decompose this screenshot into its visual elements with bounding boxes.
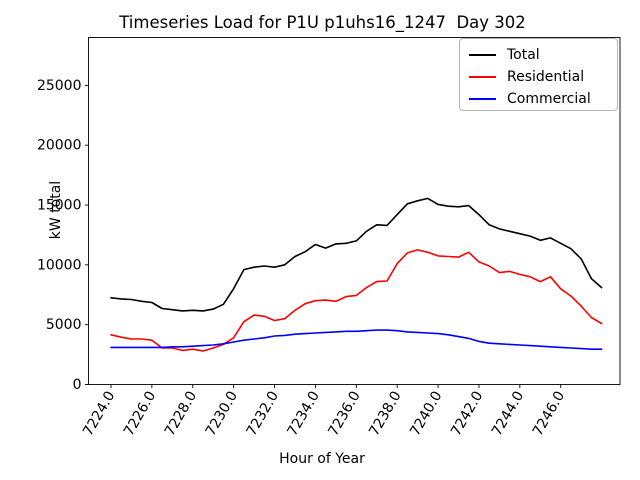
x-tick-label: 7230.0	[203, 389, 241, 439]
x-tick-label: 7224.0	[80, 389, 118, 439]
legend-label-total: Total	[507, 47, 540, 63]
x-tick-label: 7246.0	[530, 389, 568, 439]
y-tick-label: 25000	[37, 78, 82, 94]
axes-frame	[88, 37, 621, 385]
y-tick-label: 15000	[37, 198, 82, 214]
chart-title: Timeseries Load for P1U p1uhs16_1247 Day…	[119, 13, 526, 32]
x-tick-label: 7242.0	[448, 389, 486, 439]
legend-line-sample-total	[469, 53, 496, 57]
y-tick-label: 0	[73, 377, 82, 393]
legend-line-sample-commercial	[469, 97, 496, 101]
legend-entry-residential: Residential	[460, 66, 617, 88]
legend-label-commercial: Commercial	[507, 91, 591, 107]
x-tick-label: 7240.0	[407, 389, 445, 439]
y-tick-label: 5000	[46, 317, 82, 333]
x-tick-label: 7228.0	[162, 389, 200, 439]
series-line-residential	[110, 249, 603, 352]
legend-entry-total: Total	[460, 44, 617, 66]
y-tick-label: 10000	[37, 257, 82, 273]
series-line-total	[110, 197, 603, 312]
legend-label-residential: Residential	[507, 69, 585, 85]
x-axis-label: Hour of Year	[279, 451, 365, 467]
legend-line-sample-residential	[469, 75, 496, 79]
x-tick-label: 7238.0	[366, 389, 404, 439]
x-tick-label: 7234.0	[285, 389, 323, 439]
x-tick-label: 7232.0	[244, 389, 282, 439]
y-tick-label: 20000	[37, 138, 82, 154]
x-tick-label: 7236.0	[325, 389, 363, 439]
legend-entry-commercial: Commercial	[460, 88, 617, 110]
series-line-commercial	[110, 329, 603, 351]
legend: Total Residential Commercial	[459, 38, 618, 111]
x-tick-label: 7244.0	[489, 389, 527, 439]
x-tick-label: 7226.0	[121, 389, 159, 439]
